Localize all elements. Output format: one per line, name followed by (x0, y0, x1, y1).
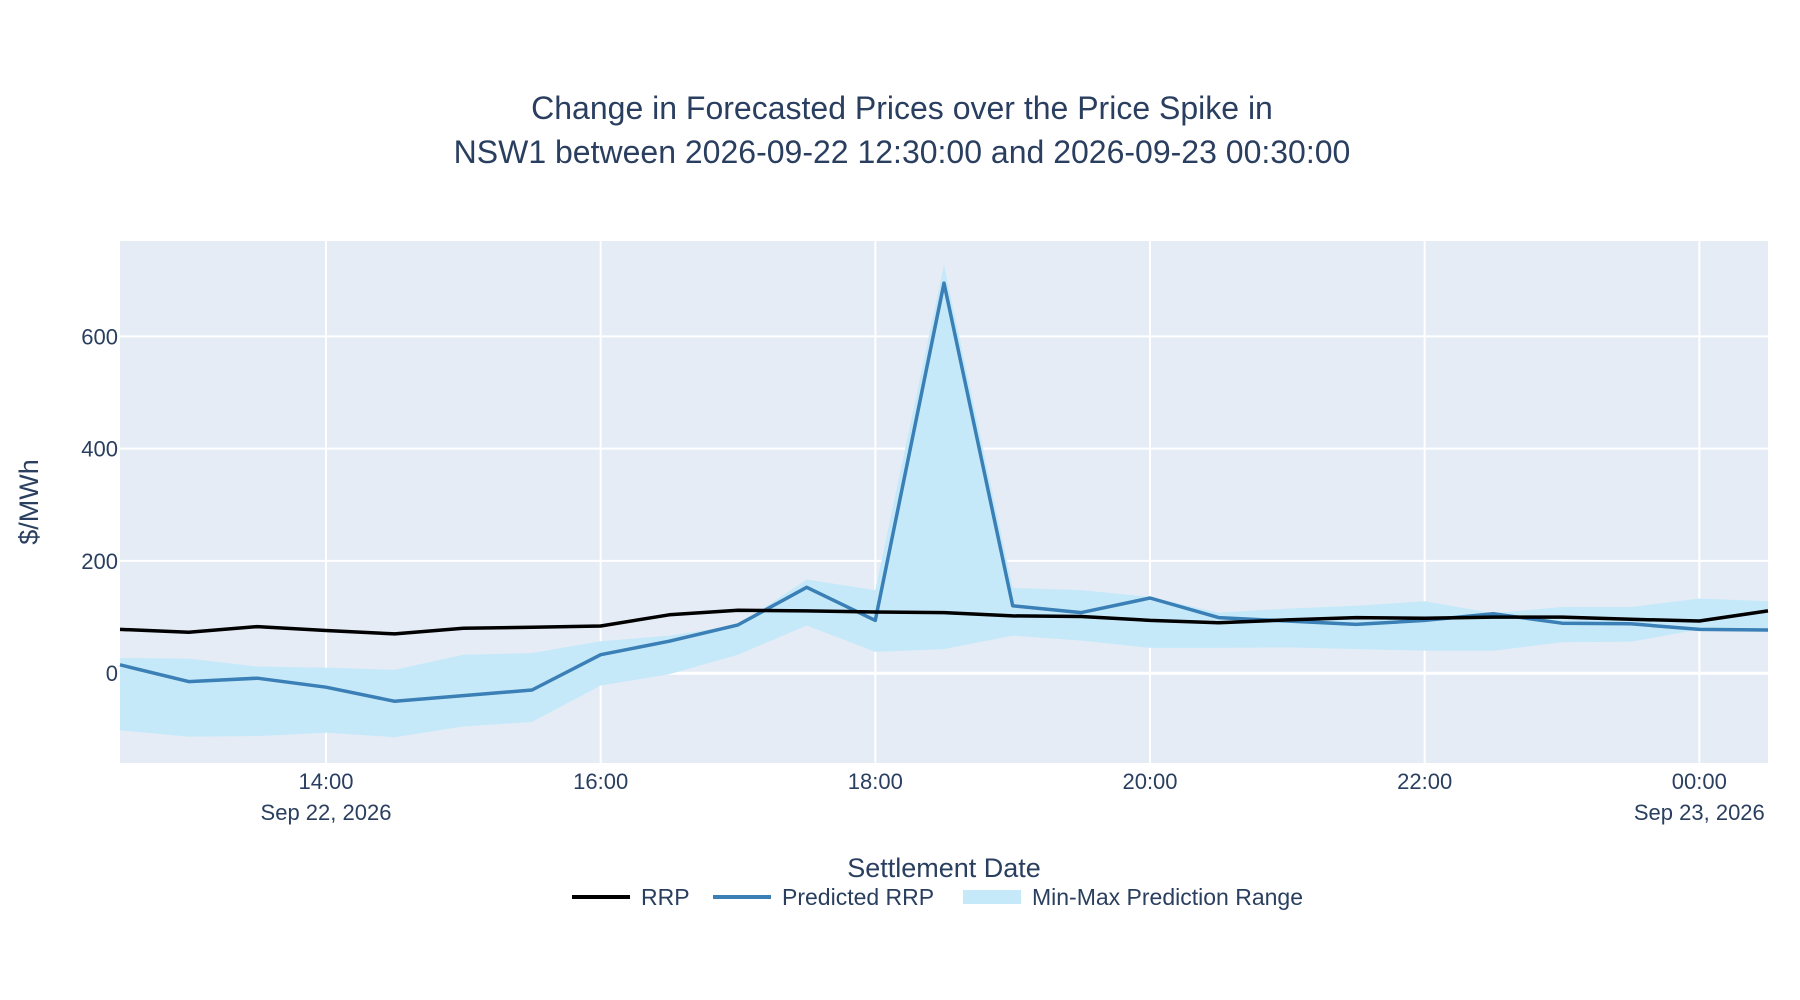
legend-range-label: Min-Max Prediction Range (1032, 884, 1303, 910)
legend-range-swatch (963, 890, 1021, 904)
x-tick-sublabel-5: Sep 23, 2026 (1634, 800, 1765, 825)
y-axis-title: $/MWh (14, 459, 44, 545)
x-tick-label-4: 22:00 (1397, 769, 1452, 794)
x-tick-label-5: 00:00 (1672, 769, 1727, 794)
chart-title-line-1: Change in Forecasted Prices over the Pri… (531, 90, 1273, 126)
chart-title-line-2: NSW1 between 2026-09-22 12:30:00 and 202… (454, 134, 1351, 170)
rrp-line (119, 608, 1769, 636)
legend-predicted-rrp-label: Predicted RRP (782, 884, 934, 910)
line-layer (119, 281, 1769, 704)
x-tick-sublabel-0: Sep 22, 2026 (261, 800, 392, 825)
y-tick-label-1: 200 (81, 549, 118, 574)
y-tick-label-0: 0 (106, 661, 118, 686)
x-tick-label-1: 16:00 (573, 769, 628, 794)
y-tick-label-3: 600 (81, 324, 118, 349)
x-tick-label-2: 18:00 (848, 769, 903, 794)
x-tick-label-0: 14:00 (298, 769, 353, 794)
x-axis-title: Settlement Date (847, 853, 1041, 883)
legend: RRP Predicted RRP Min-Max Prediction Ran… (572, 884, 1303, 910)
tick-layer: 14:00 Sep 22, 2026 16:00 18:00 20:00 22:00 00:… (81, 324, 1765, 825)
predicted-rrp-line (119, 281, 1769, 704)
legend-rrp-label: RRP (641, 884, 690, 910)
x-tick-label-3: 20:00 (1122, 769, 1177, 794)
y-tick-label-2: 400 (81, 437, 118, 462)
